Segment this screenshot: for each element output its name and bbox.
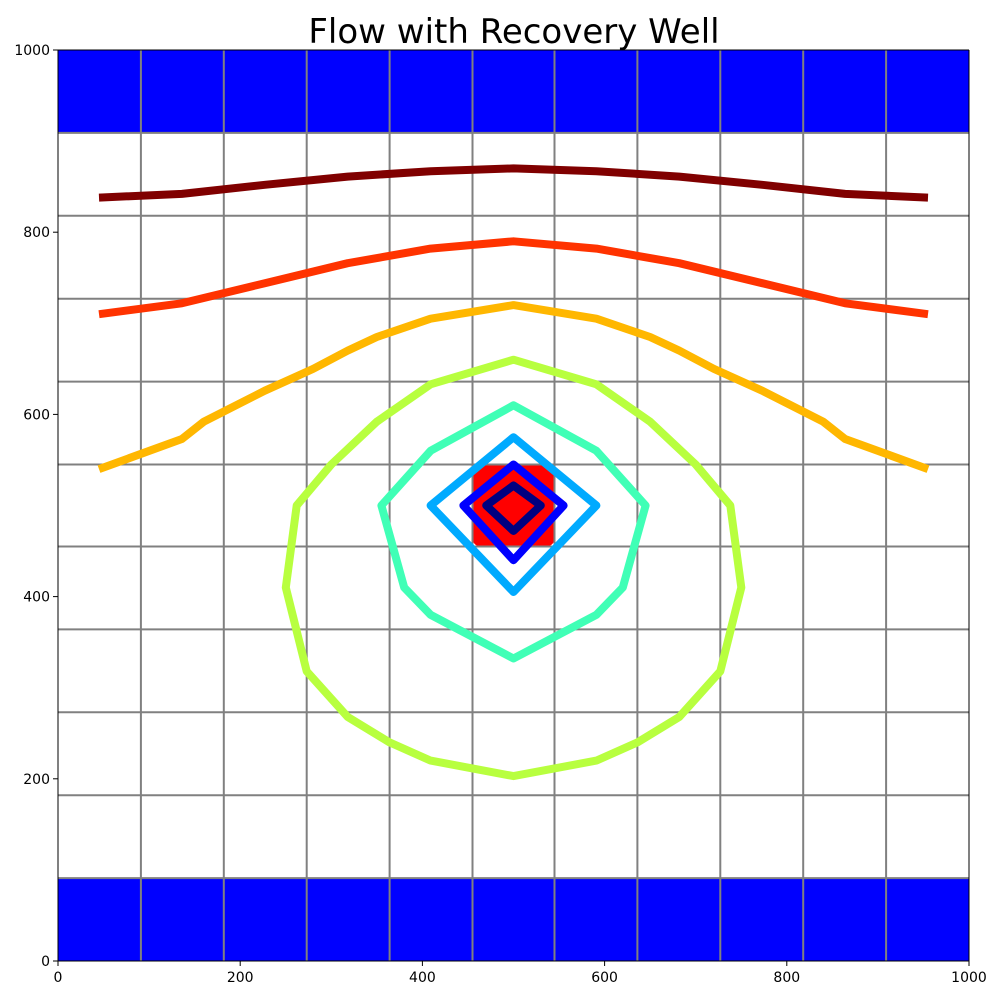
x-tick-label: 200 [227,970,254,986]
boundary-region-0 [58,50,969,133]
contour-lines [97,164,930,781]
contour-line-0 [98,164,929,202]
y-tick-label: 400 [23,590,50,606]
plot-area: 0 200 400 600 800 1000 0 200 400 600 800 1000 [14,43,986,986]
contour-line-3 [281,355,746,781]
contour-line-5 [426,433,601,596]
contour-line-4 [377,401,650,663]
contour-line-1 [98,237,929,319]
y-tick-label: 200 [23,772,50,788]
boundary-region-1 [58,878,969,961]
x-tick-label: 800 [773,970,800,986]
axes [57,49,970,962]
contour-line-7 [482,481,545,535]
y-tick-label: 600 [23,407,50,423]
chart-title: Flow with Recovery Well [308,12,719,52]
x-tick-label: 1000 [951,970,987,986]
y-tick-label: 800 [23,225,50,241]
boundary-regions [58,50,969,961]
contour-line-2 [97,301,930,473]
ticks: 0 200 400 600 800 1000 0 200 400 600 800 1000 [14,43,986,986]
y-tick-label: 1000 [14,43,50,59]
y-tick-label: 0 [41,954,50,970]
x-tick-label: 600 [591,970,618,986]
grid-lines [58,50,969,961]
contour-line-6 [459,460,568,565]
x-tick-label: 400 [409,970,436,986]
x-tick-label: 0 [54,970,63,986]
